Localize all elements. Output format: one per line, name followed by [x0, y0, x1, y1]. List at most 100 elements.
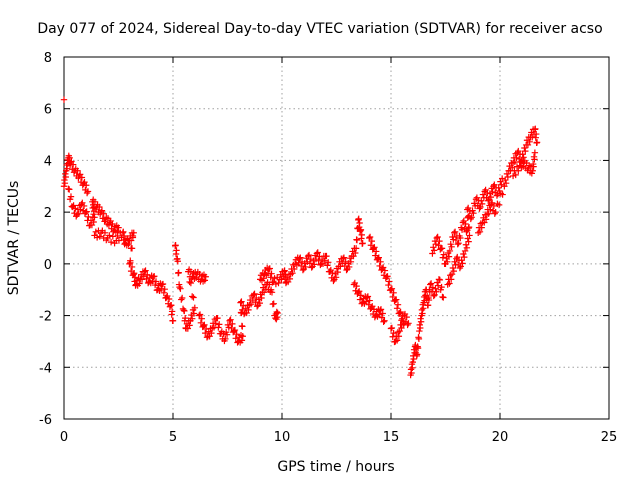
data-point-fill — [398, 324, 405, 332]
data-point-fill — [174, 258, 181, 265]
data-point-fill — [216, 321, 223, 328]
data-point-fill — [78, 174, 86, 181]
data-point-fill — [470, 209, 477, 217]
data-point-fill — [532, 130, 540, 138]
y-tick-label: 0 — [44, 258, 52, 273]
y-tick-label: -6 — [39, 413, 52, 428]
data-point — [416, 327, 423, 335]
data-point-fill — [531, 156, 538, 163]
data-point — [115, 224, 122, 231]
data-point-fill — [325, 259, 332, 266]
data-point-fill — [136, 280, 143, 287]
data-point-fill — [438, 283, 445, 291]
data-point-fill — [414, 344, 422, 352]
data-point-fill — [417, 318, 425, 325]
data-point-fill — [69, 161, 77, 168]
data-point-fill — [502, 179, 510, 187]
chart-title: Day 077 of 2024, Sidereal Day-to-day VTE… — [37, 21, 602, 37]
data-point-fill — [120, 228, 127, 235]
data-point — [529, 167, 536, 174]
data-point-fill — [215, 324, 222, 331]
data-point — [468, 214, 475, 221]
data-point — [466, 232, 473, 239]
data-point-fill — [408, 369, 415, 377]
data-point-fill — [130, 269, 138, 277]
data-point-fill — [247, 300, 255, 308]
data-point — [405, 320, 412, 327]
data-point-fill — [231, 326, 239, 334]
data-point-fill — [427, 280, 435, 287]
data-point — [409, 358, 416, 366]
data-point — [381, 317, 388, 324]
data-point-fill — [90, 218, 97, 226]
data-point — [413, 351, 421, 358]
data-point-fill — [490, 202, 498, 210]
data-point-fill — [129, 232, 137, 240]
data-point-fill — [433, 288, 440, 295]
data-point-fill — [61, 179, 69, 187]
data-point-fill — [386, 278, 393, 285]
data-point — [359, 239, 366, 247]
data-point-fill — [487, 193, 495, 201]
x-tick-label: 0 — [60, 430, 68, 445]
y-tick-label: 6 — [44, 103, 52, 118]
data-point-fill — [151, 273, 158, 280]
x-tick-label: 10 — [274, 430, 291, 445]
data-point-fill — [410, 355, 417, 363]
data-point-fill — [504, 173, 512, 181]
x-axis-label: GPS time / hours — [277, 459, 394, 475]
data-point-fill — [340, 254, 348, 261]
data-point-fill — [482, 216, 490, 223]
data-point-fill — [532, 125, 539, 133]
data-point-fill — [495, 201, 503, 209]
data-point-fill — [446, 280, 453, 287]
data-point-fill — [96, 233, 103, 240]
data-point-fill — [173, 247, 180, 254]
data-point — [455, 239, 462, 247]
data-point — [222, 335, 229, 343]
data-point-fill — [305, 251, 313, 259]
data-point-fill — [106, 232, 113, 239]
data-point-fill — [394, 301, 402, 308]
data-point-fill — [512, 171, 519, 179]
data-point-fill — [66, 154, 73, 162]
data-point-fill — [388, 285, 396, 292]
data-point — [239, 333, 246, 340]
data-point-fill — [182, 314, 189, 322]
data-point-fill — [321, 257, 328, 264]
data-point-fill — [238, 337, 246, 344]
data-point-fill — [80, 202, 88, 210]
data-point-fill — [459, 260, 466, 267]
data-point-fill — [368, 237, 376, 245]
data-point-fill — [409, 364, 416, 372]
y-tick-label: 4 — [44, 154, 52, 169]
data-point-fill — [67, 193, 75, 200]
data-point-fill — [181, 307, 188, 315]
data-point-fill — [451, 228, 459, 235]
data-point-fill — [160, 289, 168, 297]
data-point-fill — [447, 276, 455, 283]
data-point — [169, 317, 177, 324]
data-point-fill — [430, 247, 438, 254]
data-point-fill — [212, 320, 219, 327]
data-point-fill — [430, 292, 437, 300]
data-point-fill — [314, 249, 321, 256]
data-point-fill — [419, 310, 426, 317]
data-point-fill — [168, 308, 176, 315]
data-point-fill — [311, 261, 318, 268]
data-point-fill — [125, 241, 132, 248]
data-point-fill — [444, 258, 451, 265]
data-point-fill — [454, 241, 461, 248]
data-point-fill — [186, 322, 193, 329]
data-point — [531, 149, 539, 156]
data-point-fill — [465, 224, 472, 232]
data-point-fill — [289, 269, 296, 277]
data-point-fill — [267, 274, 274, 281]
data-point-fill — [457, 234, 464, 242]
data-point-fill — [463, 244, 471, 252]
data-point-fill — [353, 282, 360, 290]
data-point-fill — [227, 316, 234, 323]
data-point-fill — [522, 147, 529, 155]
data-point-fill — [366, 297, 373, 304]
